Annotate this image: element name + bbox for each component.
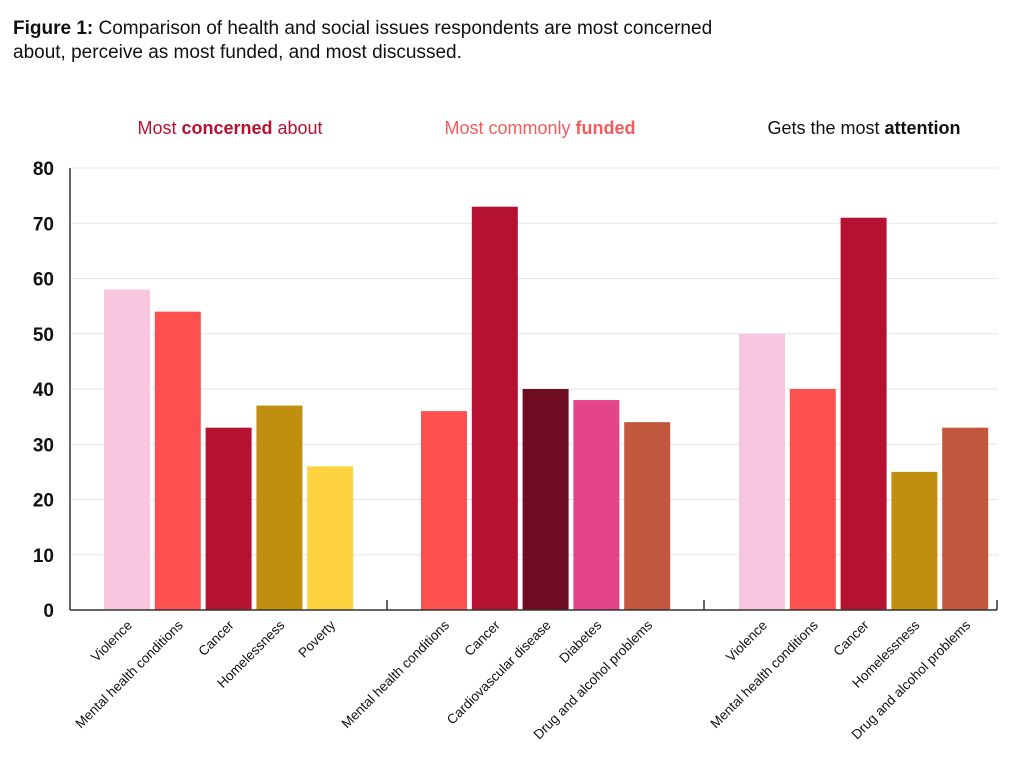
y-tick-label: 40 [33,380,54,401]
bar [573,400,620,610]
group-title-part: Most [137,118,181,138]
x-category-label: Cancer [195,617,237,659]
x-category-label: Violence [723,618,770,665]
x-category-label: Mental health conditions [339,617,453,731]
bar [421,411,467,610]
y-tick-label: 10 [33,546,54,567]
bar [624,422,671,610]
y-tick-label: 80 [33,159,54,180]
x-category-label: Cancer [462,617,504,659]
bar [739,333,785,610]
group-title-part: about [273,118,323,138]
bar [104,289,150,610]
bar [891,471,938,610]
group-titles: Most concerned about Most commonly funded… [137,118,960,138]
x-category-label: Poverty [295,617,338,660]
y-axis-tick-labels: 0 10 20 30 40 50 60 70 80 [33,159,54,622]
group-title-part: attention [885,118,961,138]
group-title: Most concerned about [137,118,322,138]
y-tick-label: 0 [43,601,54,622]
x-category-label: Mental health conditions [72,617,186,731]
bar [256,405,303,610]
x-category-label: Mental health conditions [707,617,821,731]
y-tick-label: 70 [33,214,54,235]
y-tick-label: 30 [33,435,54,456]
bars [104,206,989,611]
bar [471,206,518,611]
group-title-part: Gets the most [767,118,884,138]
bar [307,466,354,610]
bar [789,389,836,610]
group-title: Gets the most attention [767,118,960,138]
x-category-label: Diabetes [556,617,604,665]
group-title-part: Most commonly [444,118,575,138]
x-category-label: Cardiovascular disease [444,618,554,728]
group-title-part: funded [576,118,636,138]
bar [840,217,887,610]
figure-caption-text: Comparison of health and social issues r… [13,18,713,63]
figure-label: Figure 1: [13,18,94,39]
y-tick-label: 20 [33,491,54,512]
x-category-label: Cancer [830,617,872,659]
group-title: Most commonly funded [444,118,635,138]
axes [69,168,998,611]
group-title-part: concerned [181,118,272,138]
bar [522,389,569,610]
y-tick-label: 50 [33,325,54,346]
y-tick-label: 60 [33,270,54,291]
bar [154,311,201,610]
bar [205,427,252,610]
bar [942,427,989,610]
figure-caption: Figure 1: Comparison of health and socia… [13,17,733,65]
x-category-label: Violence [88,618,135,665]
